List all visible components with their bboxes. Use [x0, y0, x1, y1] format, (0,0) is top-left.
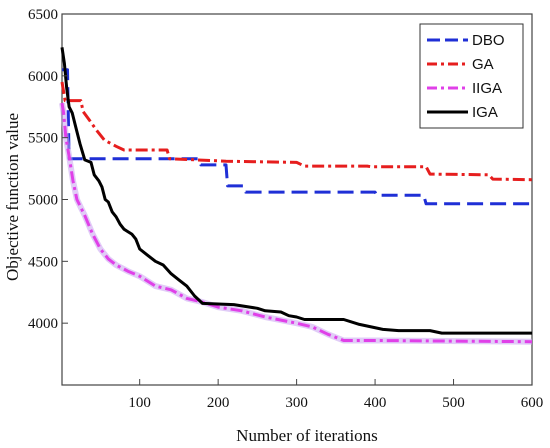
y-axis-label: Objective function value — [3, 113, 22, 281]
legend: DBO GA IIGA IGA — [419, 23, 524, 129]
legend-label-dbo: DBO — [472, 32, 505, 49]
legend-label-iiga: IIGA — [472, 80, 502, 97]
x-axis-ticks: 100 200 300 400 500 600 — [128, 379, 543, 411]
x-axis-label: Number of iterations — [236, 426, 378, 445]
y-tick-label: 5500 — [28, 131, 58, 147]
series-line-iga — [60, 47, 532, 335]
y-tick-label: 4000 — [28, 316, 58, 332]
y-tick-label: 6000 — [28, 69, 58, 85]
y-tick-label: 6500 — [28, 7, 58, 23]
x-tick-label: 600 — [521, 395, 544, 411]
legend-label-iga: IGA — [472, 104, 498, 121]
x-tick-label: 200 — [207, 395, 230, 411]
series-line-iiga — [60, 102, 533, 344]
series-line-dbo — [62, 68, 532, 206]
x-tick-label: 100 — [128, 395, 151, 411]
x-tick-label: 400 — [364, 395, 387, 411]
legend-label-ga: GA — [472, 56, 494, 73]
y-tick-label: 4500 — [28, 254, 58, 270]
x-tick-label: 300 — [285, 395, 308, 411]
series-lines — [59, 47, 533, 345]
y-tick-label: 5000 — [28, 193, 58, 209]
series-line-ga — [60, 81, 533, 182]
x-tick-label: 500 — [442, 395, 465, 411]
y-axis-ticks: 4000 4500 5000 5500 6000 6500 — [28, 7, 68, 332]
